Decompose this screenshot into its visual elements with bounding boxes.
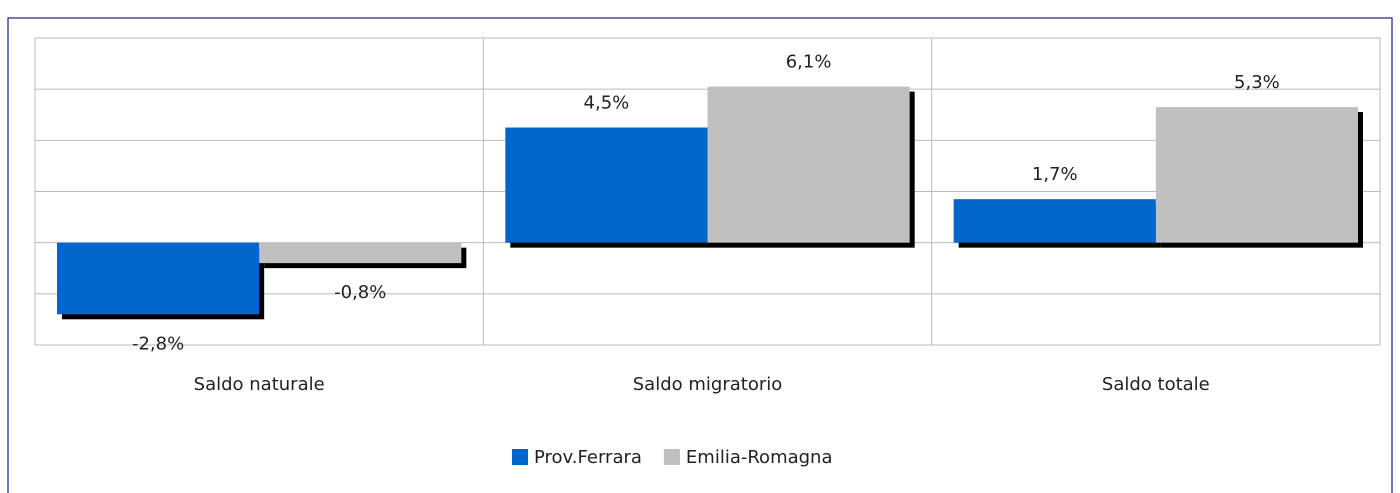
data-label: 4,5% (584, 93, 630, 114)
legend-label: Prov.Ferrara (534, 447, 642, 468)
x-tick-label: Saldo migratorio (633, 374, 783, 395)
bar (707, 86, 910, 243)
x-tick-label: Saldo totale (1102, 374, 1210, 395)
bar (1155, 107, 1358, 243)
data-label: -0,8% (334, 282, 386, 303)
legend-label: Emilia-Romagna (686, 447, 833, 468)
legend-swatch (512, 449, 528, 465)
data-label: 1,7% (1032, 164, 1078, 185)
bar (57, 242, 260, 315)
data-label: 6,1% (786, 52, 832, 73)
x-tick-label: Saldo naturale (194, 374, 325, 395)
bar (259, 242, 462, 264)
data-label: 5,3% (1234, 72, 1280, 93)
chart-frame (7, 17, 1393, 493)
data-label: -2,8% (132, 333, 184, 354)
legend-swatch (663, 449, 680, 465)
bar (505, 127, 708, 243)
bar (953, 199, 1156, 243)
